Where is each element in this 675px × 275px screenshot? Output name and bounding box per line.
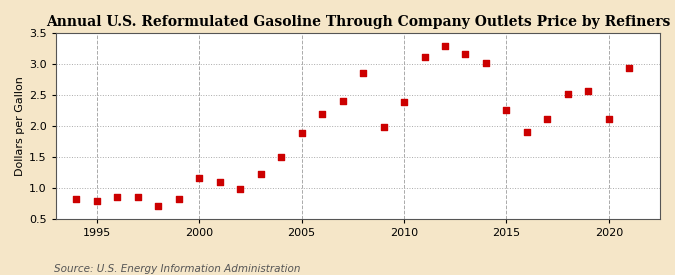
Point [378,125,389,130]
Point [132,194,143,199]
Point [71,197,82,201]
Point [276,155,287,159]
Point [481,61,491,65]
Title: Annual U.S. Reformulated Gasoline Through Company Outlets Price by Refiners: Annual U.S. Reformulated Gasoline Throug… [46,15,670,29]
Point [460,52,471,56]
Point [317,111,327,116]
Text: Source: U.S. Energy Information Administration: Source: U.S. Energy Information Administ… [54,264,300,274]
Point [501,108,512,113]
Point [235,187,246,191]
Point [194,176,205,180]
Point [255,172,266,177]
Point [153,204,164,208]
Point [296,131,307,136]
Point [92,199,103,203]
Point [522,129,533,134]
Point [215,180,225,184]
Point [112,194,123,199]
Point [562,92,573,97]
Point [583,89,594,93]
Y-axis label: Dollars per Gallon: Dollars per Gallon [15,76,25,176]
Point [358,71,369,75]
Point [399,100,410,104]
Point [603,117,614,121]
Point [338,98,348,103]
Point [542,117,553,121]
Point [173,196,184,201]
Point [419,55,430,59]
Point [439,44,450,48]
Point [624,65,634,70]
